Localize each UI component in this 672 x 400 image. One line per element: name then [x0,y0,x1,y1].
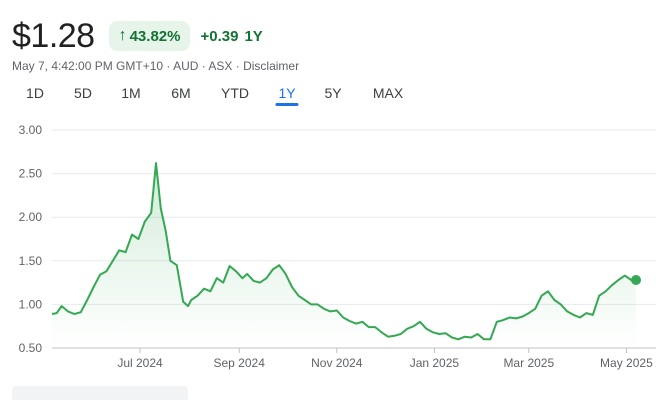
y-tick-label: 2.50 [19,167,43,181]
price-chart[interactable]: 3.00 2.50 2.00 1.50 1.00 0.50 Jul 2024 Sep 202… [0,110,672,380]
absolute-change-value: +0.39 [200,27,239,45]
y-tick-label: 1.00 [19,297,43,311]
x-axis: Jul 2024 Sep 2024 Nov 2024 Jan 2025 Mar 2025… [52,347,656,370]
range-tab-5y[interactable]: 5Y [324,85,342,101]
x-tick-label: Jan 2025 [410,356,460,370]
y-tick-label: 1.50 [19,254,43,268]
change-period: 1Y [244,27,263,45]
x-tick-label: Jul 2024 [117,356,163,370]
x-tick-label: Mar 2025 [503,356,554,370]
range-tab-1y[interactable]: 1Y [275,82,299,106]
disclaimer-link[interactable]: Disclaimer [243,59,300,73]
x-tick-label: Sep 2024 [214,356,266,370]
quote-header: $1.28 ↑ 43.82% +0.39 1Y [12,14,263,58]
range-tab-6m[interactable]: 6M [171,85,191,101]
range-tab-ytd[interactable]: YTD [221,85,249,101]
range-tab-1m[interactable]: 1M [121,85,141,101]
range-tab-max[interactable]: MAX [372,85,404,101]
last-price-dot [631,274,641,285]
y-tick-label: 2.00 [19,210,43,224]
y-tick-label: 0.50 [19,341,43,355]
range-tab-1d[interactable]: 1D [26,85,44,101]
price-line [51,162,636,341]
price-area [52,163,636,348]
arrow-up-icon: ↑ [118,27,127,44]
bottom-panel-edge [12,386,188,400]
x-tick-label: Nov 2024 [311,356,363,370]
range-tab-5d[interactable]: 5D [74,85,92,101]
percent-change-badge: ↑ 43.82% [108,21,191,51]
quote-meta: May 7, 4:42:00 PM GMT+10 · AUD · ASX · D… [12,59,299,73]
absolute-change: +0.39 1Y [200,28,262,45]
quote-meta-text: May 7, 4:42:00 PM GMT+10 · AUD · ASX · [12,59,244,73]
percent-change-value: 43.82% [129,27,181,45]
y-axis-labels: 3.00 2.50 2.00 1.50 1.00 0.50 [19,123,43,355]
x-tick-label: May 2025 [600,356,653,370]
current-price: $1.28 [12,17,95,55]
y-tick-label: 3.00 [19,123,43,137]
